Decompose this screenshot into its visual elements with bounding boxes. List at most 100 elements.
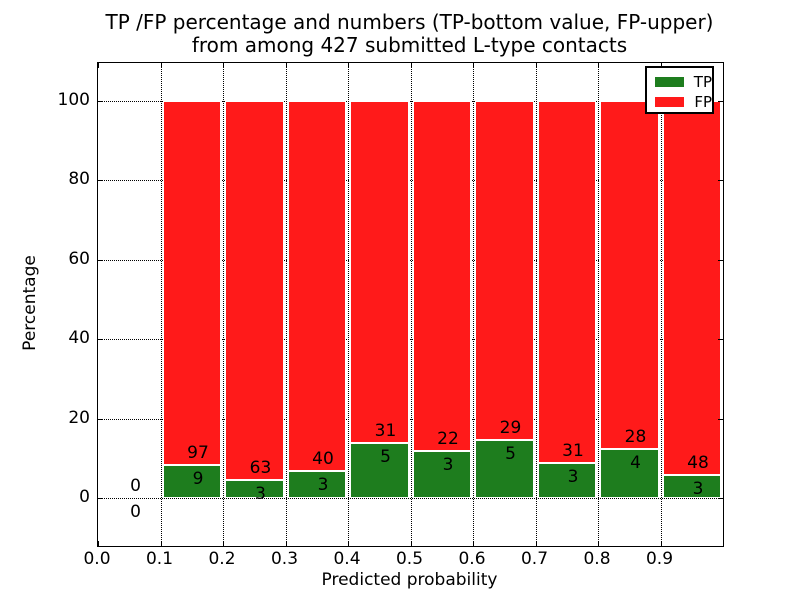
tp-bar-segment <box>412 450 471 499</box>
y-tick-label: 40 <box>68 328 90 349</box>
fp-count-label: 0 <box>130 476 141 497</box>
x-gridline <box>410 63 412 546</box>
x-tickmark-top <box>473 63 474 68</box>
fp-count-label: 63 <box>249 458 272 479</box>
x-tickmark <box>285 541 287 546</box>
tp-count-label: 4 <box>630 452 641 473</box>
fp-bar-segment <box>662 100 721 475</box>
fp-bar-segment <box>350 100 409 444</box>
fp-count-label: 29 <box>499 417 522 438</box>
fp-bar-segment <box>225 100 284 481</box>
y-tickmark <box>98 418 103 420</box>
chart-title: TP /FP percentage and numbers (TP-bottom… <box>97 11 722 57</box>
legend-label-tp: TP <box>693 72 712 91</box>
x-tickmark <box>660 541 662 546</box>
x-tick-label: 0.6 <box>458 549 486 569</box>
x-tickmark <box>98 541 99 546</box>
fp-bar-segment <box>475 100 534 440</box>
y-tick-label: 100 <box>57 89 90 110</box>
x-tickmark <box>473 541 474 546</box>
y-tickmark-right <box>718 339 723 341</box>
x-tickmark-top <box>535 63 537 68</box>
legend-label-fp: FP <box>694 92 712 111</box>
tp-bar-segment <box>475 439 534 499</box>
tp-bar-segment <box>162 464 221 499</box>
fp-bar-segment <box>412 100 471 451</box>
x-tickmark-top <box>410 63 412 68</box>
x-tickmark-top <box>598 63 599 68</box>
tp-count-label: 9 <box>192 468 204 489</box>
x-tick-label: 0.7 <box>520 549 549 569</box>
x-tickmark-top <box>160 63 162 68</box>
x-gridline <box>598 63 599 546</box>
x-tickmark-top <box>285 63 287 68</box>
legend-entry-tp: TP <box>655 74 712 90</box>
fp-count-label: 40 <box>312 448 334 469</box>
y-tickmark <box>98 100 103 102</box>
fp-bar-segment <box>287 100 346 471</box>
tp-swatch-icon <box>655 77 684 87</box>
x-tickmark <box>410 541 412 546</box>
tp-bar-segment <box>287 470 346 499</box>
fp-count-label: 48 <box>687 452 709 473</box>
tp-count-label: 3 <box>692 478 704 499</box>
tp-count-label: 5 <box>505 443 516 464</box>
fp-bar-segment <box>600 100 659 449</box>
fp-count-label: 31 <box>562 441 584 462</box>
y-tickmark <box>98 339 103 341</box>
y-tick-label: 0 <box>79 487 90 508</box>
x-tickmark-top <box>223 63 224 68</box>
x-tick-label: 0.8 <box>583 549 611 569</box>
tp-bar-segment <box>350 443 409 499</box>
x-tickmark <box>160 541 162 546</box>
plot-area: 0 0 97 9 63 3 40 3 31 5 22 3 29 5 31 3 28 4 48 3 <box>97 62 724 547</box>
y-tickmark <box>98 180 103 182</box>
y-tickmark-right <box>718 259 723 261</box>
x-gridline <box>285 63 287 546</box>
fp-swatch-icon <box>655 97 685 107</box>
x-tickmark-top <box>348 63 349 68</box>
x-gridline <box>473 63 474 546</box>
x-tickmark <box>535 541 537 546</box>
x-axis-label: Predicted probability <box>321 570 498 590</box>
tp-bar-segment <box>600 448 659 499</box>
chart-title-line1: TP /FP percentage and numbers (TP-bottom… <box>105 10 714 34</box>
fp-count-label: 28 <box>624 426 647 447</box>
x-gridline <box>660 63 662 546</box>
fp-count-label: 31 <box>374 421 397 442</box>
x-tick-label: 0.9 <box>645 549 674 569</box>
y-tick-label: 80 <box>68 169 90 190</box>
tp-count-label: 5 <box>380 447 391 468</box>
x-gridline <box>160 63 162 546</box>
x-gridline <box>223 63 224 546</box>
x-tickmark <box>223 541 224 546</box>
y-tickmark-right <box>718 418 723 420</box>
fp-bar-segment <box>162 100 221 465</box>
x-tickmark-top <box>98 63 99 68</box>
x-tick-label: 0.2 <box>208 549 236 569</box>
x-tick-label: 0.0 <box>83 549 111 569</box>
y-tick-label: 20 <box>68 407 90 428</box>
x-gridline <box>348 63 349 546</box>
tp-bar-segment <box>662 474 721 499</box>
fp-count-label: 22 <box>437 428 459 449</box>
x-tick-label: 0.1 <box>145 549 174 569</box>
tp-count-label: 3 <box>255 484 266 505</box>
x-tick-label: 0.4 <box>333 549 361 569</box>
tp-count-label: 3 <box>317 474 329 495</box>
tp-bar-segment <box>225 480 284 499</box>
legend-entry-fp: FP <box>655 94 712 110</box>
tp-bar-segment <box>537 463 596 499</box>
y-tickmark <box>98 498 103 500</box>
y-tickmark <box>98 259 103 261</box>
chart-title-line2: from among 427 submitted L-type contacts <box>191 33 628 57</box>
tp-count-label: 0 <box>130 502 141 523</box>
legend: TP FP <box>645 66 714 114</box>
x-gridline <box>535 63 537 546</box>
fp-bar-segment <box>537 100 596 464</box>
x-tick-label: 0.3 <box>270 549 299 569</box>
tp-count-label: 3 <box>567 467 579 488</box>
tp-count-label: 3 <box>442 454 454 475</box>
x-tickmark <box>598 541 599 546</box>
x-tickmark-top <box>660 63 662 68</box>
